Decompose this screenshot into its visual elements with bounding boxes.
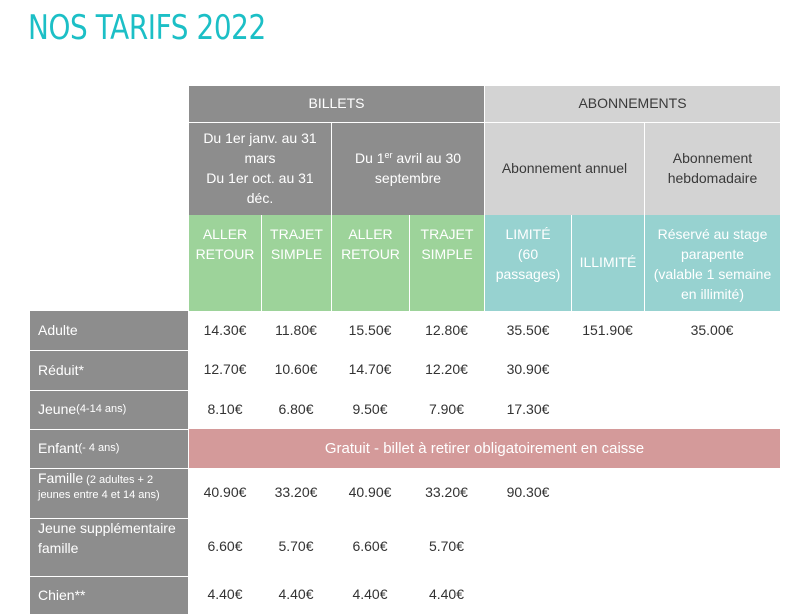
price-cell: 8.10€	[207, 400, 243, 417]
enfant-gratuit-text: Gratuit - billet à retirer obligatoireme…	[324, 439, 645, 457]
price-cell: 4.40€	[352, 586, 388, 603]
price-cell: 4.40€	[207, 586, 243, 603]
price-cell: 5.70€	[428, 538, 465, 555]
price-cell: 35.50€	[506, 321, 550, 338]
price-cell: 10.60€	[274, 361, 318, 378]
type-aller-retour-2: ALLER RETOUR	[331, 215, 409, 311]
type-stage: Réservé au stage parapente (valable 1 se…	[644, 215, 780, 311]
price-cell: 6.60€	[207, 538, 243, 555]
price-cell: 6.60€	[352, 538, 388, 555]
abo-hebdo-line-1: Abonnement	[672, 150, 753, 167]
price-cell: 9.50€	[352, 400, 388, 417]
type-limite: LIMITÉ (60 passages)	[485, 215, 571, 311]
type-trajet-simple-2: TRAJET SIMPLE	[409, 215, 484, 311]
price-cell: 35.00€	[690, 321, 734, 338]
aller-retour-line-2: RETOUR	[195, 245, 255, 262]
price-cell: 30.90€	[506, 361, 550, 378]
header-abo-annuel: Abonnement annuel	[485, 122, 644, 215]
famille-line-1: Famille (2 adultes + 2	[38, 469, 153, 488]
row-label-note: (- 4 ans)	[78, 442, 120, 455]
type-trajet-simple-1: TRAJET SIMPLE	[261, 215, 331, 311]
period-1-line-1: Du 1er janv. au 31	[203, 130, 317, 147]
row-label-text: Réduit*	[38, 361, 84, 378]
price-cell: 14.70€	[348, 361, 392, 378]
price-cell: 33.20€	[425, 484, 468, 501]
illimite-label: ILLIMITÉ	[579, 254, 637, 271]
price-cell: 12.20€	[425, 361, 468, 378]
aller-retour-line-1: ALLER	[348, 226, 393, 242]
price-cell: 40.90€	[203, 484, 247, 501]
price-cell: 11.80€	[275, 321, 317, 338]
aller-retour-line-1: ALLER	[202, 226, 248, 242]
period-2-prefix: Du 1	[354, 150, 385, 167]
price-cell: 12.70€	[203, 361, 247, 378]
limite-line-1: LIMITÉ	[505, 226, 551, 242]
period-1-line-3: Du 1er oct. au 31	[206, 170, 314, 186]
row-label-note-2: jeunes entre 4 et 14 ans)	[38, 488, 160, 501]
row-label-jeune-supp: Jeune supplémentaire famille	[30, 518, 188, 576]
row-label-text: Adulte	[38, 321, 78, 338]
price-cell: 4.40€	[428, 586, 465, 603]
header-billets: BILLETS	[189, 86, 484, 122]
period-2-line-1: Du 1er avril au 30	[355, 149, 461, 169]
row-label-note: (2 adultes + 2	[83, 474, 154, 486]
price-cell: 17.30€	[506, 400, 550, 417]
trajet-simple-line-1: TRAJET	[420, 226, 474, 242]
row-label-text: Famille	[38, 470, 84, 486]
abo-hebdo-line-2: hebdomadaire	[667, 170, 758, 186]
header-abo-hebdo: Abonnement hebdomadaire	[644, 122, 780, 215]
limite-line-2: (60	[517, 245, 539, 262]
period-1-line-2: mars	[244, 150, 276, 167]
row-label-jeune: Jeune (4-14 ans)	[30, 390, 188, 429]
price-cell: 151.90€	[582, 321, 633, 338]
page-title: NOS TARIFS 2022	[28, 8, 266, 48]
header-abonnements-label: ABONNEMENTS	[578, 95, 687, 112]
type-illimite: ILLIMITÉ	[571, 215, 644, 311]
trajet-simple-line-2: SIMPLE	[270, 245, 323, 262]
row-label-famille: Famille (2 adultes + 2 jeunes entre 4 et…	[30, 468, 188, 518]
enfant-gratuit-banner: Gratuit - billet à retirer obligatoireme…	[189, 429, 780, 468]
period-2-sup: er	[384, 150, 393, 161]
price-cell: 90.30€	[506, 484, 550, 501]
header-abonnements: ABONNEMENTS	[485, 86, 780, 122]
price-cell: 14.30€	[203, 321, 247, 338]
period-2-line-2: septembre	[374, 170, 442, 186]
price-cell: 15.50€	[348, 321, 392, 338]
trajet-simple-line-2: SIMPLE	[421, 245, 473, 262]
price-cell: 40.90€	[348, 484, 392, 501]
stage-line-2: parapente	[680, 245, 745, 262]
header-billets-label: BILLETS	[308, 95, 365, 112]
price-cell: 5.70€	[278, 538, 314, 555]
stage-line-3: (valable 1 semaine	[653, 265, 772, 282]
type-aller-retour-1: ALLER RETOUR	[189, 215, 261, 311]
row-label-text: Enfant	[38, 440, 79, 457]
row-label-chien: Chien**	[30, 576, 188, 614]
price-cell: 33.20€	[274, 484, 318, 501]
row-label-line-2: famille	[38, 539, 79, 556]
row-label-enfant: Enfant (- 4 ans)	[30, 429, 188, 468]
row-label-note: (4-14 ans)	[76, 403, 127, 416]
price-cell: 6.80€	[278, 400, 314, 417]
period-2-rest: avril au 30	[392, 150, 462, 167]
period-1-line-4: déc.	[246, 189, 274, 206]
header-period-2: Du 1er avril au 30 septembre	[331, 122, 484, 215]
limite-line-3: passages)	[495, 265, 561, 282]
row-label-text: Jeune	[38, 401, 77, 418]
price-cell: 4.40€	[278, 586, 314, 603]
row-label-text: Chien**	[38, 586, 86, 603]
trajet-simple-line-1: TRAJET	[270, 226, 323, 242]
price-cell: 12.80€	[425, 321, 468, 338]
row-label-reduit: Réduit*	[30, 350, 188, 390]
header-period-1: Du 1er janv. au 31 mars Du 1er oct. au 3…	[189, 122, 331, 215]
abo-annuel-label: Abonnement annuel	[501, 160, 628, 177]
row-label-adulte: Adulte	[30, 311, 188, 350]
stage-line-1: Réservé au stage	[657, 226, 768, 242]
price-cell: 7.90€	[428, 400, 465, 417]
stage-line-4: en illimité)	[680, 285, 744, 302]
aller-retour-line-2: RETOUR	[341, 245, 400, 262]
row-label-line-1: Jeune supplémentaire	[38, 520, 176, 536]
